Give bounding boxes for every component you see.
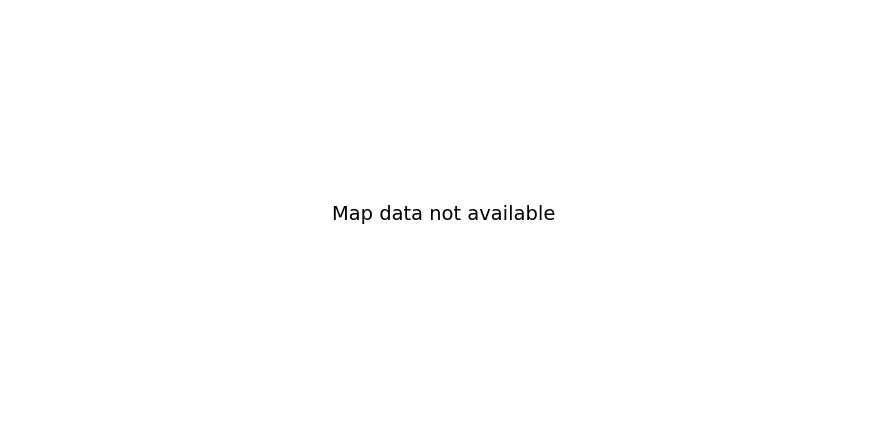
Text: Map data not available: Map data not available — [332, 205, 556, 223]
